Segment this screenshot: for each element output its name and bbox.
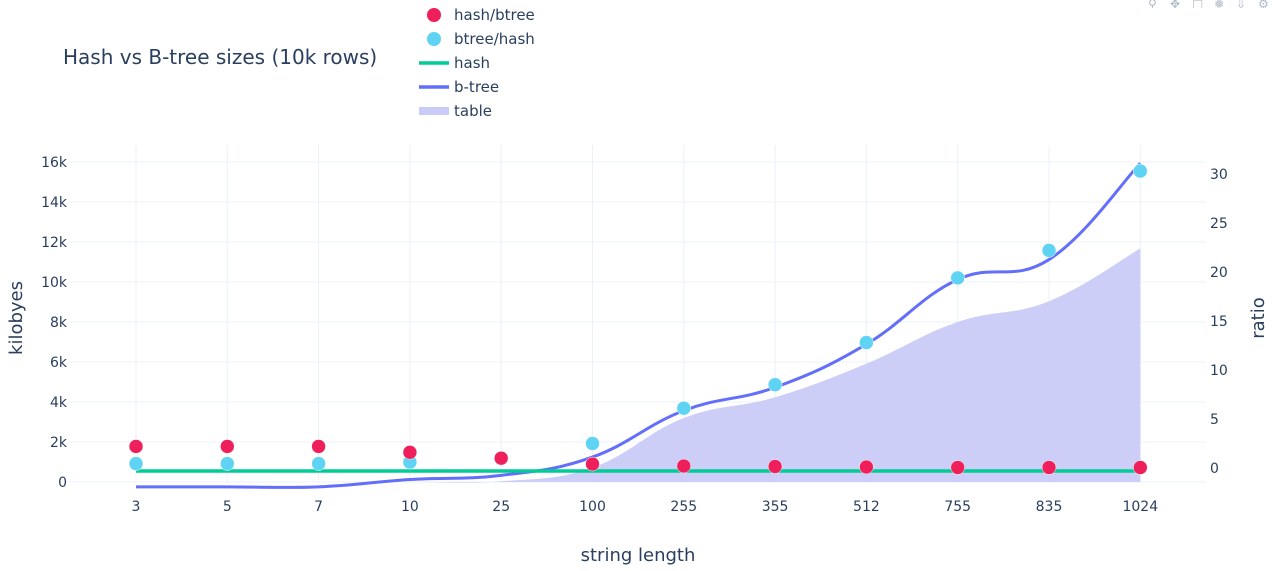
btree-hash-point xyxy=(767,377,783,392)
y-tick-label: 2k xyxy=(50,435,68,451)
hash-btree-point xyxy=(676,458,692,474)
legend-item: table xyxy=(419,102,492,120)
x-tick-label: 1024 xyxy=(1122,499,1158,515)
y-tick-label: 12k xyxy=(41,235,68,251)
hash-btree-point xyxy=(585,456,600,472)
settings-icon[interactable]: ⚙ xyxy=(1258,0,1269,8)
legend-label: hash xyxy=(454,54,490,72)
x-tick-label: 835 xyxy=(1036,499,1063,515)
y-tick-label: 14k xyxy=(41,195,68,211)
series-b-tree-line xyxy=(135,162,1142,489)
x-tick-label: 7 xyxy=(314,499,323,515)
y-axis-title: kilobyes xyxy=(6,281,27,355)
btree-hash-point xyxy=(220,456,235,471)
legend-marker xyxy=(427,8,441,22)
y2-tick-label: 30 xyxy=(1210,167,1228,183)
btree-hash-point xyxy=(1041,243,1057,258)
x-tick-label: 5 xyxy=(223,499,232,515)
plot-area xyxy=(128,162,1148,489)
y2-tick-label: 15 xyxy=(1210,314,1228,330)
hash-btree-point xyxy=(402,445,418,460)
btree-hash-point xyxy=(676,400,692,416)
btree-hash-point xyxy=(1133,163,1148,179)
y-tick-label: 4k xyxy=(50,395,68,411)
chart-title: Hash vs B-tree sizes (10k rows) xyxy=(63,45,377,69)
btree-hash-point xyxy=(128,456,144,471)
y-tick-label: 0 xyxy=(58,475,67,491)
lasso-icon[interactable]: ❅ xyxy=(1214,0,1225,8)
hash-btree-point xyxy=(767,459,783,474)
legend-item: b-tree xyxy=(419,78,499,96)
x-tick-label: 100 xyxy=(579,499,606,515)
legend-item: hash/btree xyxy=(427,6,535,24)
hash-btree-point xyxy=(493,450,509,466)
legend-label: hash/btree xyxy=(454,6,535,24)
btree-hash-point xyxy=(311,456,326,471)
legend-label: table xyxy=(454,102,492,120)
btree-hash-point xyxy=(950,270,965,286)
btree-hash-point xyxy=(859,335,874,350)
y2-tick-label: 25 xyxy=(1210,216,1228,232)
hash-btree-point xyxy=(859,459,874,475)
legend-label: b-tree xyxy=(454,78,499,96)
x-tick-label: 355 xyxy=(762,499,789,515)
pan-icon[interactable]: ✥ xyxy=(1170,0,1181,8)
legend-marker xyxy=(427,32,441,46)
x-tick-label: 255 xyxy=(670,499,697,515)
zoom-icon[interactable]: ⚲ xyxy=(1148,0,1157,8)
x-tick-label: 755 xyxy=(944,499,971,515)
x-tick-label: 25 xyxy=(492,499,510,515)
download-icon[interactable]: ⇩ xyxy=(1236,0,1247,8)
legend-label: btree/hash xyxy=(454,30,535,48)
y2-axis-title: ratio xyxy=(1248,297,1269,339)
y2-tick-label: 5 xyxy=(1210,412,1219,428)
legend-swatch xyxy=(419,107,449,115)
y2-tick-label: 20 xyxy=(1210,265,1228,281)
legend-item: btree/hash xyxy=(427,30,535,48)
series-table-area xyxy=(136,248,1141,483)
x-tick-label: 3 xyxy=(132,499,141,515)
x-tick-label: 10 xyxy=(401,499,419,515)
y-tick-label: 16k xyxy=(41,155,68,171)
box-select-icon[interactable]: □ xyxy=(1192,0,1204,8)
y2-tick-label: 0 xyxy=(1210,461,1219,477)
y-tick-label: 6k xyxy=(50,355,68,371)
btree-hash-point xyxy=(585,436,600,451)
x-axis-title: string length xyxy=(581,545,696,566)
hash-btree-point xyxy=(311,439,326,454)
modebar: ⚲ ✥ □ ❅ ⇩ ⚙ xyxy=(1148,0,1272,8)
x-tick-label: 512 xyxy=(853,499,880,515)
y2-tick-label: 10 xyxy=(1210,363,1228,379)
y-tick-label: 8k xyxy=(50,315,68,331)
legend-item: hash xyxy=(419,54,490,72)
hash-btree-point xyxy=(950,460,965,475)
y-tick-label: 10k xyxy=(41,275,68,291)
legend: hash/btree btree/hash hash b-tree table xyxy=(419,6,535,120)
hash-btree-point xyxy=(128,439,144,454)
hash-btree-point xyxy=(220,439,235,454)
hash-btree-point xyxy=(1041,460,1057,475)
hash-btree-point xyxy=(1133,460,1148,475)
